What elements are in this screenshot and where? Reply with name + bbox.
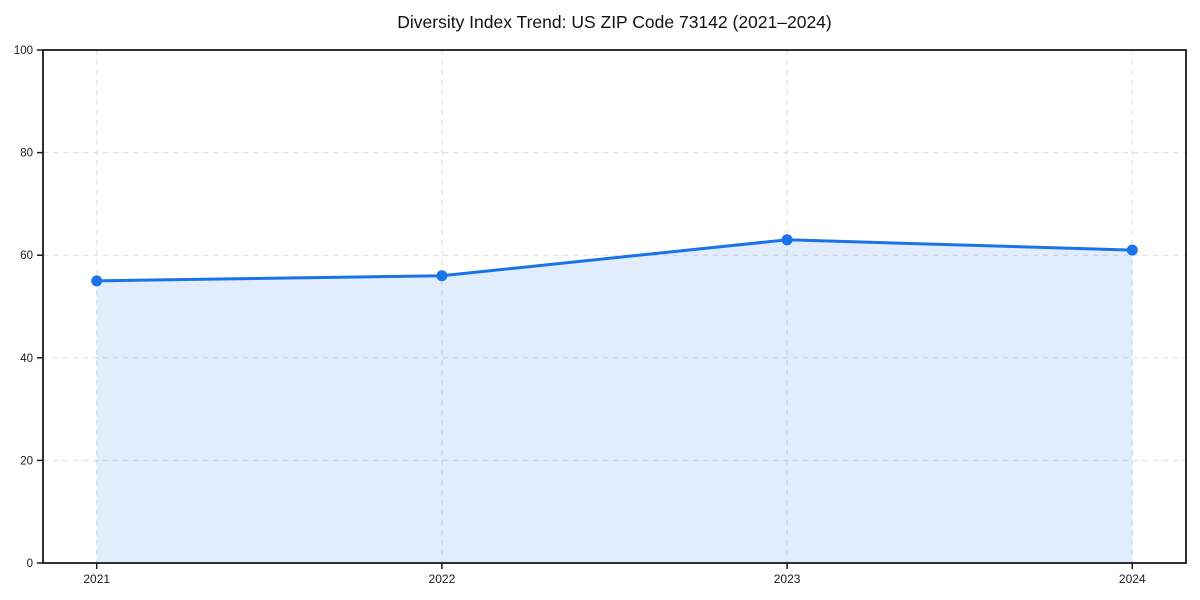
y-axis: 0 20 40 60 80 100 xyxy=(14,45,43,570)
x-axis: 2021 2022 2023 2024 xyxy=(83,563,1146,586)
chart-title: Diversity Index Trend: US ZIP Code 73142… xyxy=(397,12,832,32)
plot-border xyxy=(42,49,1187,564)
y-tick-label: 80 xyxy=(20,148,33,160)
y-tick-label: 40 xyxy=(20,353,33,365)
x-tick-label: 2021 xyxy=(83,572,110,586)
area-fill xyxy=(96,239,1133,563)
x-tick-label: 2024 xyxy=(1119,572,1146,586)
data-points xyxy=(91,234,1138,287)
y-tick-label: 100 xyxy=(14,45,33,57)
data-point-2024 xyxy=(1126,244,1138,256)
trend-line xyxy=(95,238,1134,283)
data-point-2023 xyxy=(781,234,793,246)
data-point-2021 xyxy=(91,275,103,287)
data-point-2022 xyxy=(436,270,448,282)
y-tick-label: 60 xyxy=(20,250,33,262)
x-tick-label: 2023 xyxy=(774,572,801,586)
y-tick-label: 0 xyxy=(27,558,33,570)
y-tick-label: 20 xyxy=(20,455,33,467)
x-tick-label: 2022 xyxy=(429,572,456,586)
